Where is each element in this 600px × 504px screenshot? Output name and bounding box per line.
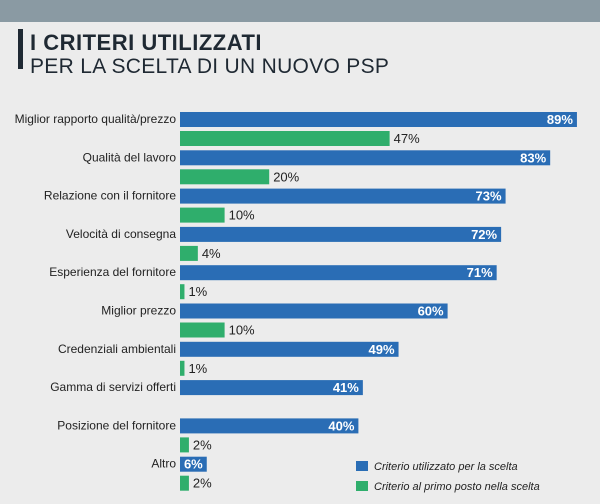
bar-used-for-choice — [180, 150, 551, 166]
bar-used-for-choice — [180, 188, 506, 204]
category-label: Relazione con il fornitore — [44, 189, 176, 203]
bar-first-place — [180, 360, 185, 376]
legend-label-used: Criterio utilizzato per la scelta — [374, 461, 518, 473]
bar-used-for-choice — [180, 380, 363, 396]
bar-first-place — [180, 284, 185, 300]
bar-first-place — [180, 437, 189, 453]
bar-used-for-choice — [180, 112, 577, 127]
chart-subtitle: PER LA SCELTA DI UN NUOVO PSP — [30, 55, 390, 78]
category-label: Gamma di servizi offerti — [50, 380, 176, 394]
data-label-used: 41% — [333, 380, 359, 395]
category-label: Velocità di consegna — [66, 227, 176, 241]
category-label: Esperienza del fornitore — [49, 265, 176, 279]
legend-swatch-first — [356, 481, 368, 491]
category-label: Qualità del lavoro — [83, 150, 177, 164]
bar-first-place — [180, 131, 390, 146]
bar-first-place — [180, 169, 270, 185]
data-label-used: 71% — [467, 265, 493, 280]
title-accent-bar — [18, 29, 23, 69]
bar-used-for-choice — [180, 226, 502, 242]
legend-label-first: Criterio al primo posto nella scelta — [374, 481, 540, 493]
category-label: Credenziali ambientali — [58, 342, 176, 356]
category-label: Altro — [151, 457, 176, 471]
data-label-used: 72% — [471, 227, 497, 242]
bar-first-place — [180, 245, 198, 261]
data-label-first: 10% — [229, 323, 255, 338]
legend-swatch-used — [356, 461, 368, 471]
bar-used-for-choice — [180, 265, 497, 281]
top-banner — [0, 0, 600, 22]
data-label-used: 6% — [184, 457, 203, 472]
category-label: Miglior rapporto qualità/prezzo — [15, 112, 177, 126]
data-label-first: 2% — [193, 437, 212, 452]
data-label-used: 89% — [547, 112, 573, 127]
bar-first-place — [180, 322, 225, 338]
data-label-first: 47% — [394, 131, 420, 146]
category-label: Posizione del fornitore — [57, 418, 176, 432]
data-label-used: 83% — [520, 150, 546, 165]
bar-used-for-choice — [180, 303, 448, 319]
data-label-used: 73% — [476, 189, 502, 204]
data-label-used: 40% — [328, 418, 354, 433]
data-label-first: 1% — [188, 284, 207, 299]
bar-used-for-choice — [180, 341, 399, 357]
data-label-first: 2% — [193, 476, 212, 491]
data-label-first: 20% — [273, 169, 299, 184]
data-label-used: 60% — [418, 304, 444, 319]
data-label-first: 1% — [188, 361, 207, 376]
data-label-used: 49% — [369, 342, 395, 357]
data-label-first: 10% — [229, 208, 255, 223]
bar-first-place — [180, 207, 225, 223]
bar-first-place — [180, 475, 189, 491]
category-label: Miglior prezzo — [101, 304, 176, 318]
chart-title: I CRITERI UTILIZZATI — [30, 30, 263, 55]
bar-used-for-choice — [180, 456, 207, 472]
data-label-first: 4% — [202, 246, 221, 261]
bar-used-for-choice — [180, 418, 359, 434]
